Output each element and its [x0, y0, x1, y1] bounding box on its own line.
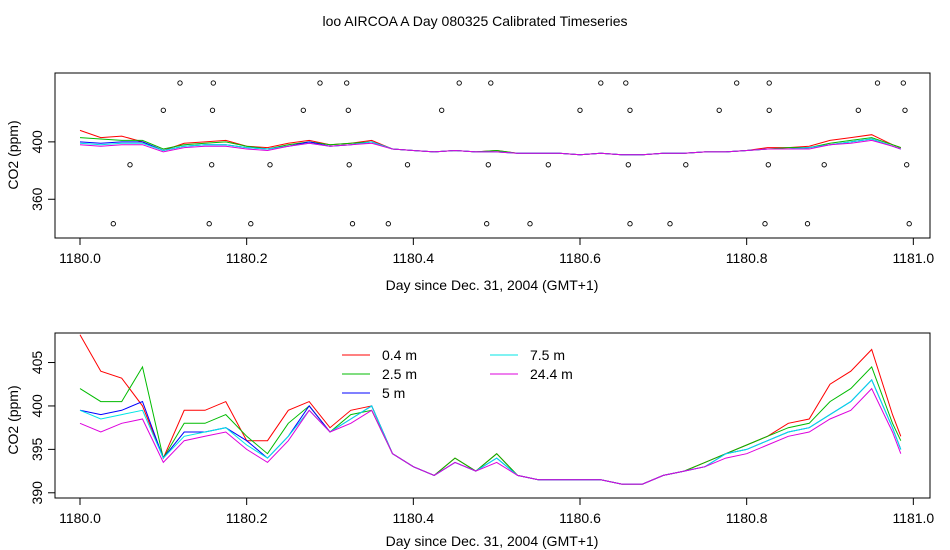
- bottom-y-tick-label: 400: [29, 394, 45, 418]
- bottom-series-line-2: [79, 365, 902, 485]
- top-marker-point: [127, 162, 133, 168]
- top-marker-point: [110, 221, 116, 227]
- top-y-axis: 360 400: [29, 130, 55, 211]
- top-marker-point: [906, 221, 912, 227]
- top-marker-point: [667, 221, 673, 227]
- top-marker-point: [766, 80, 772, 86]
- bottom-x-tick-label: 1180.6: [559, 510, 601, 526]
- top-y-tick-label: 360: [29, 187, 45, 211]
- top-x-tick-label: 1180.2: [226, 250, 268, 266]
- top-marker-point: [804, 221, 811, 227]
- bottom-series-lines: [79, 334, 902, 485]
- bottom-x-tick-label: 1181.0: [892, 510, 934, 526]
- bottom-x-tick-label: 1180.8: [726, 510, 768, 526]
- top-marker-point: [456, 80, 462, 86]
- page-title: loo AIRCOA A Day 080325 Calibrated Times…: [322, 13, 627, 29]
- top-marker-point: [627, 107, 633, 113]
- top-marker-point: [267, 162, 273, 168]
- top-marker-point: [766, 107, 772, 113]
- bottom-y-axis-label: CO2 (ppm): [5, 385, 21, 454]
- top-marker-point: [209, 107, 216, 113]
- bottom-y-axis: 390 395 400 405: [29, 351, 55, 505]
- top-marker-point: [625, 162, 631, 168]
- top-marker-point: [300, 107, 306, 113]
- top-marker-point: [344, 80, 350, 86]
- top-marker-point: [439, 107, 445, 113]
- top-marker-point: [527, 221, 533, 227]
- bottom-plot-frame: [54, 332, 931, 499]
- top-markers: [110, 80, 912, 227]
- bottom-x-tick-label: 1180.4: [392, 510, 434, 526]
- bottom-y-tick-label: 405: [29, 351, 45, 375]
- top-marker-point: [206, 221, 212, 227]
- top-marker-point: [902, 107, 908, 113]
- bottom-x-axis: 1180.0 1180.2 1180.4 1180.6 1180.8 1181.0: [59, 498, 934, 526]
- top-series-line-4: [79, 138, 901, 156]
- top-marker-point: [484, 221, 490, 227]
- bottom-series-line-5: [79, 387, 902, 485]
- bottom-series-line-4: [79, 379, 902, 485]
- bottom-y-tick-label: 390: [29, 481, 45, 505]
- legend-label: 2.5 m: [382, 366, 417, 382]
- top-marker-point: [762, 221, 768, 227]
- top-marker-point: [683, 162, 689, 168]
- top-marker-point: [598, 80, 604, 86]
- top-marker-point: [248, 221, 254, 227]
- legend-label: 5 m: [382, 385, 405, 401]
- top-marker-point: [177, 80, 183, 86]
- top-marker-point: [385, 221, 391, 227]
- top-marker-point: [346, 162, 352, 168]
- top-marker-point: [404, 162, 411, 168]
- top-marker-point: [349, 221, 356, 227]
- top-y-tick-label: 400: [29, 130, 45, 154]
- top-marker-point: [623, 80, 629, 86]
- top-series-line-3: [79, 138, 901, 156]
- top-marker-point: [210, 80, 216, 86]
- top-marker-point: [904, 162, 910, 168]
- top-chart: 1180.0 1180.2 1180.4 1180.6 1180.8 1181.0 360…: [5, 72, 934, 293]
- top-series-line-5: [79, 139, 901, 156]
- top-plot-frame: [54, 72, 931, 239]
- top-marker-point: [855, 107, 861, 113]
- top-marker-point: [545, 162, 551, 168]
- top-marker-point: [900, 80, 906, 86]
- top-series-lines: [79, 129, 901, 156]
- top-x-tick-label: 1180.0: [59, 250, 101, 266]
- bottom-chart: 1180.0 1180.2 1180.4 1180.6 1180.8 1181.0 390…: [5, 332, 934, 549]
- top-marker-point: [734, 80, 740, 86]
- bottom-y-tick-label: 395: [29, 437, 45, 461]
- top-marker-point: [577, 107, 583, 113]
- top-x-tick-label: 1181.0: [892, 250, 934, 266]
- top-marker-point: [485, 162, 491, 168]
- top-marker-point: [716, 107, 722, 113]
- legend-label: 7.5 m: [530, 347, 565, 363]
- top-marker-point: [765, 162, 771, 168]
- top-x-axis: 1180.0 1180.2 1180.4 1180.6 1180.8 1181.0: [59, 238, 934, 266]
- top-marker-point: [821, 162, 827, 168]
- top-marker-point: [345, 107, 351, 113]
- legend: 0.4 m 2.5 m 5 m 7.5 m 24.4 m: [342, 347, 573, 401]
- top-x-tick-label: 1180.8: [726, 250, 768, 266]
- bottom-x-tick-label: 1180.0: [59, 510, 101, 526]
- bottom-x-tick-label: 1180.2: [226, 510, 268, 526]
- top-x-tick-label: 1180.4: [392, 250, 434, 266]
- top-x-axis-label: Day since Dec. 31, 2004 (GMT+1): [386, 277, 599, 293]
- bottom-x-axis-label: Day since Dec. 31, 2004 (GMT+1): [386, 533, 599, 549]
- top-marker-point: [874, 80, 881, 86]
- top-marker-point: [627, 221, 633, 227]
- top-marker-point: [160, 107, 166, 113]
- top-marker-point: [488, 80, 494, 86]
- legend-label: 0.4 m: [382, 347, 417, 363]
- legend-label: 24.4 m: [530, 366, 573, 382]
- top-y-axis-label: CO2 (ppm): [5, 120, 21, 189]
- top-marker-point: [209, 162, 215, 168]
- top-x-tick-label: 1180.6: [559, 250, 601, 266]
- top-marker-point: [317, 80, 323, 86]
